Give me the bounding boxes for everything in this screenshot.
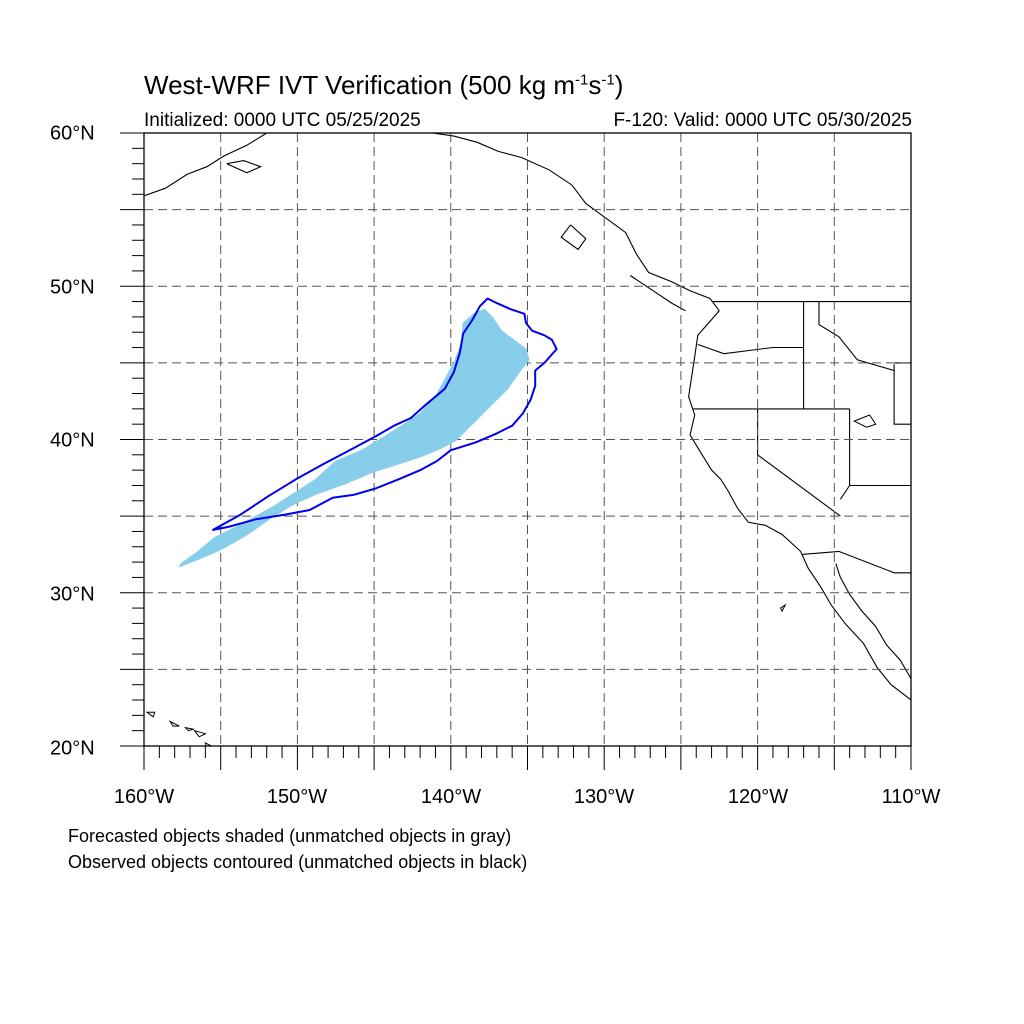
lon-label-150w: 150°W xyxy=(266,786,328,808)
coastline xyxy=(893,364,911,425)
island-outline xyxy=(779,603,787,613)
axis-ticks xyxy=(120,132,912,770)
coastline xyxy=(757,408,841,517)
coastline xyxy=(144,133,267,197)
island-outline xyxy=(852,414,877,428)
lon-label-110w: 110°W xyxy=(881,786,941,808)
coastline xyxy=(432,133,720,312)
coastline xyxy=(818,301,895,372)
coastline xyxy=(839,408,851,500)
coastline xyxy=(629,275,686,312)
coastline xyxy=(688,310,911,701)
coastline xyxy=(835,563,911,679)
coastline xyxy=(802,550,911,574)
island-outline xyxy=(193,729,207,738)
lat-lon-gridlines xyxy=(144,133,911,746)
coastline xyxy=(226,160,263,174)
lon-label-120w: 120°W xyxy=(727,786,789,808)
lat-label-30n: 30°N xyxy=(50,583,95,606)
lon-label-130w: 130°W xyxy=(573,786,635,808)
island-outline xyxy=(183,726,196,732)
init-time-label: Initialized: 0000 UTC 05/25/2025 xyxy=(144,110,421,131)
coastline xyxy=(560,224,587,251)
caption-observed-note: Observed objects contoured (unmatched ob… xyxy=(68,852,528,872)
forecast-object xyxy=(178,308,530,568)
lat-label-60n: 60°N xyxy=(50,122,95,145)
lat-label-50n: 50°N xyxy=(50,276,95,299)
lat-label-40n: 40°N xyxy=(50,429,95,452)
island-outline xyxy=(204,741,213,746)
lon-label-140w: 140°W xyxy=(420,786,482,808)
valid-time-label: F-120: Valid: 0000 UTC 05/30/2025 xyxy=(613,110,912,131)
caption-forecast-note: Forecasted objects shaded (unmatched obj… xyxy=(68,826,512,846)
lat-label-20n: 20°N xyxy=(50,737,95,760)
island-outline xyxy=(168,720,180,727)
island-outline xyxy=(145,711,156,718)
chart-title: West-WRF IVT Verification (500 kg m-1s-1… xyxy=(144,70,624,100)
lon-label-160w: 160°W xyxy=(113,786,175,808)
observed-object-contour xyxy=(212,297,558,531)
coastline xyxy=(697,343,804,355)
plot-border xyxy=(143,132,912,747)
